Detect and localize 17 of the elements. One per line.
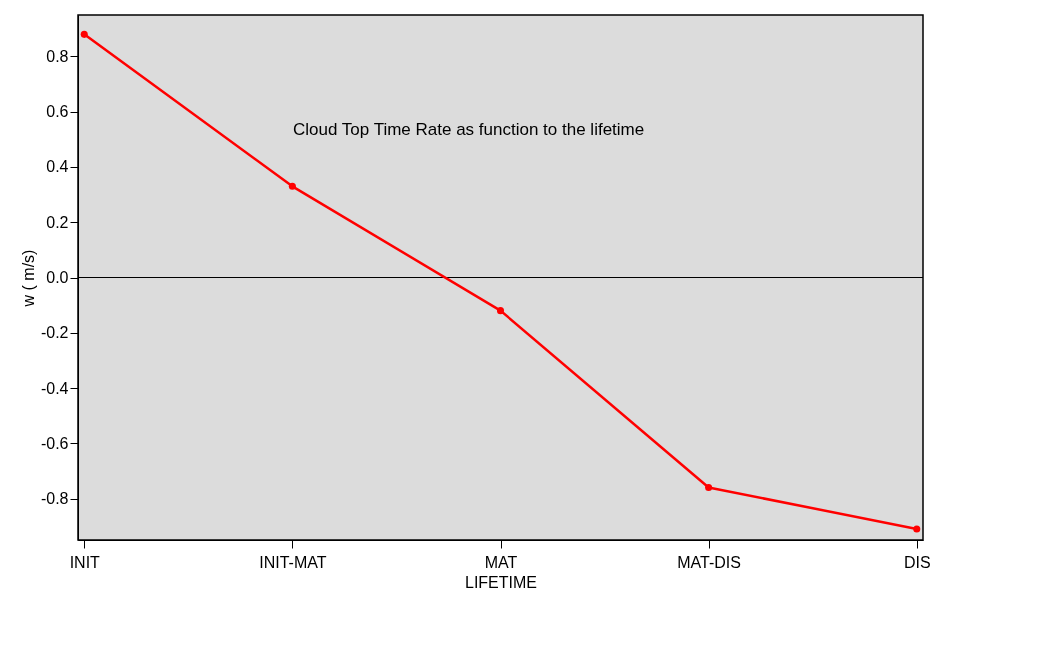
annotation: Cloud Top Time Rate as function to the lifetime <box>293 120 645 139</box>
y-tick-label: 0.8 <box>46 47 69 65</box>
x-tick-label: DIS <box>903 553 931 571</box>
y-tick-label: -0.8 <box>40 490 69 508</box>
x-tick-label: INIT <box>69 553 101 571</box>
y-tick-label: 0.6 <box>46 103 69 121</box>
x-tick-label: INIT-MAT <box>259 553 327 571</box>
y-tick-label: -0.4 <box>40 379 69 397</box>
y-tick-label: 0.2 <box>46 213 69 231</box>
y-tick-label: -0.2 <box>40 324 69 342</box>
y-axis-title: w ( m/s) <box>19 249 37 308</box>
y-tick-label: -0.6 <box>40 434 69 452</box>
x-tick-label: MAT-DIS <box>677 553 741 571</box>
y-tick-label: 0.0 <box>46 269 69 286</box>
x-axis-title: LIFETIME <box>464 573 538 591</box>
x-tick-label: MAT <box>484 553 518 571</box>
y-tick-label: 0.4 <box>46 158 69 176</box>
